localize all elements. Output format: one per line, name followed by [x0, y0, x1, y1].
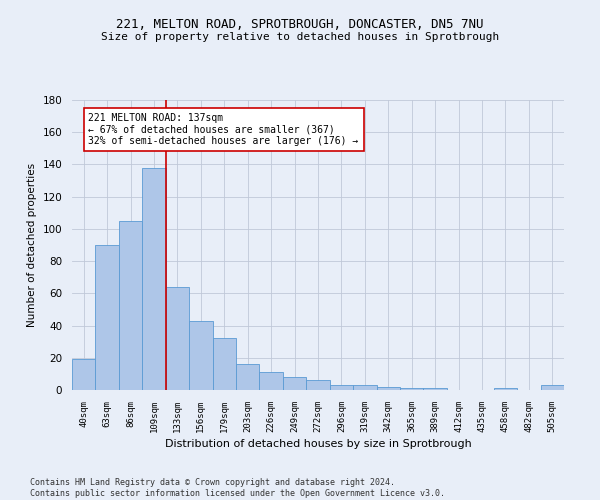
Bar [400, 388, 424, 390]
Bar [283, 377, 306, 390]
Bar [72, 360, 95, 390]
Bar [306, 380, 330, 390]
Bar [377, 387, 400, 390]
Bar [353, 385, 377, 390]
Bar [95, 245, 119, 390]
Bar [189, 320, 212, 390]
Bar [212, 338, 236, 390]
Bar [330, 385, 353, 390]
Bar [494, 388, 517, 390]
X-axis label: Distribution of detached houses by size in Sprotbrough: Distribution of detached houses by size … [164, 439, 472, 449]
Text: 221 MELTON ROAD: 137sqm
← 67% of detached houses are smaller (367)
32% of semi-d: 221 MELTON ROAD: 137sqm ← 67% of detache… [88, 113, 359, 146]
Bar [236, 364, 259, 390]
Y-axis label: Number of detached properties: Number of detached properties [27, 163, 37, 327]
Text: Contains HM Land Registry data © Crown copyright and database right 2024.
Contai: Contains HM Land Registry data © Crown c… [30, 478, 445, 498]
Bar [424, 388, 447, 390]
Bar [541, 385, 564, 390]
Bar [119, 221, 142, 390]
Text: 221, MELTON ROAD, SPROTBROUGH, DONCASTER, DN5 7NU: 221, MELTON ROAD, SPROTBROUGH, DONCASTER… [116, 18, 484, 30]
Bar [259, 372, 283, 390]
Bar [142, 168, 166, 390]
Bar [166, 287, 189, 390]
Text: Size of property relative to detached houses in Sprotbrough: Size of property relative to detached ho… [101, 32, 499, 42]
